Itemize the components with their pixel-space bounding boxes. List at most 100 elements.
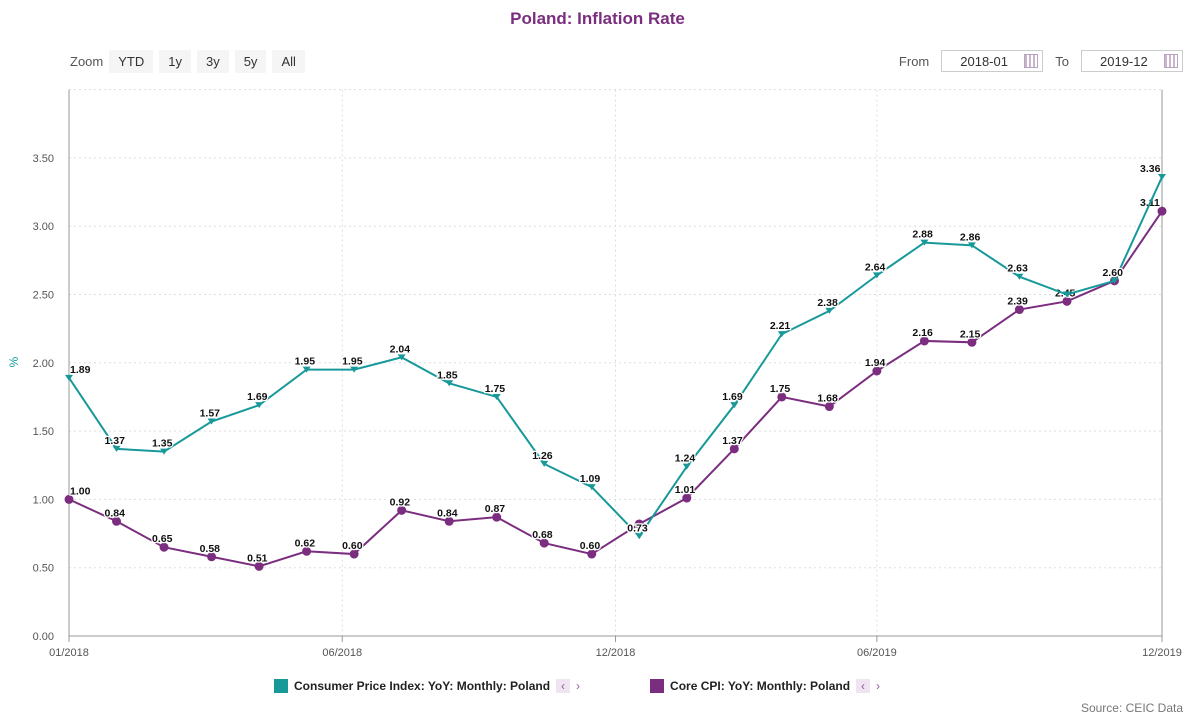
data-label: 1.37 xyxy=(105,435,126,447)
chevron-right-icon[interactable]: › xyxy=(576,679,581,693)
data-point-core xyxy=(587,549,597,559)
data-label: 0.65 xyxy=(152,533,173,545)
data-point-core xyxy=(634,519,644,529)
from-date-input[interactable]: 2018-01 xyxy=(941,50,1044,72)
data-label: 2.04 xyxy=(390,343,411,355)
legend: Consumer Price Index: YoY: Monthly: Pola… xyxy=(274,679,880,693)
to-label: To xyxy=(1055,53,1069,69)
source-note: Source: CEIC Data xyxy=(1080,701,1183,715)
data-point-cpi xyxy=(587,484,596,491)
data-point-cpi xyxy=(492,393,501,400)
data-point-cpi xyxy=(1110,277,1119,284)
data-point-core xyxy=(112,516,122,526)
data-label: 1.35 xyxy=(152,438,173,450)
zoom-label: Zoom xyxy=(70,54,104,69)
x-tick-label: 06/2019 xyxy=(857,647,897,659)
data-label: 0.84 xyxy=(105,507,126,519)
y-tick-label: 2.00 xyxy=(33,358,54,370)
data-point-core xyxy=(1157,206,1167,216)
zoom-3y-button[interactable]: 3y xyxy=(196,50,229,73)
data-point-cpi xyxy=(65,374,73,381)
legend-swatch-core xyxy=(650,679,665,693)
data-point-core xyxy=(302,546,312,556)
data-point-cpi xyxy=(540,460,549,467)
data-point-cpi xyxy=(730,402,739,409)
data-label: 0.58 xyxy=(200,543,221,555)
data-point-cpi xyxy=(1062,291,1071,298)
data-label: 0.84 xyxy=(437,507,458,519)
data-point-cpi xyxy=(920,239,929,246)
data-point-core xyxy=(349,549,359,559)
data-point-cpi xyxy=(825,307,834,314)
legend-item-core[interactable]: Core CPI: YoY: Monthly: Poland ‹ › xyxy=(650,679,880,693)
data-label: 1.68 xyxy=(817,393,838,405)
data-point-cpi xyxy=(967,242,976,249)
calendar-icon[interactable] xyxy=(1164,54,1178,68)
data-label: 0.60 xyxy=(580,540,601,552)
data-point-cpi xyxy=(397,354,406,361)
data-label: 0.60 xyxy=(342,540,363,552)
chevron-right-icon[interactable]: › xyxy=(876,679,881,693)
chevron-left-icon[interactable]: ‹ xyxy=(856,679,871,693)
date-range: From 2018-01 To 2019-12 xyxy=(899,50,1183,72)
data-label: 1.69 xyxy=(722,391,743,403)
data-point-core xyxy=(64,494,74,504)
data-label: 2.16 xyxy=(912,327,933,339)
data-point-core xyxy=(682,493,692,503)
data-label: 2.63 xyxy=(1007,263,1028,275)
to-date-value: 2019-12 xyxy=(1100,53,1148,69)
data-point-cpi xyxy=(682,463,691,470)
data-point-cpi xyxy=(160,448,169,455)
zoom-ytd-button[interactable]: YTD xyxy=(109,50,154,73)
zoom-controls: Zoom YTD 1y 3y 5y All xyxy=(70,50,305,73)
data-point-cpi xyxy=(445,380,454,387)
data-point-core xyxy=(1062,296,1072,306)
data-label: 2.88 xyxy=(912,229,933,241)
from-date-value: 2018-01 xyxy=(960,53,1008,69)
y-axis-label: % xyxy=(7,356,21,367)
chevron-left-icon[interactable]: ‹ xyxy=(556,679,571,693)
data-point-core xyxy=(207,552,217,562)
data-point-cpi xyxy=(872,272,881,279)
data-point-cpi xyxy=(635,533,644,540)
data-label: 2.60 xyxy=(1102,267,1123,279)
from-label: From xyxy=(898,53,930,69)
y-tick-label: 3.00 xyxy=(33,221,54,233)
to-date-input[interactable]: 2019-12 xyxy=(1081,50,1183,72)
data-point-cpi xyxy=(302,366,311,373)
data-point-core xyxy=(254,561,264,571)
data-label: 0.87 xyxy=(485,503,506,515)
data-label: 1.26 xyxy=(532,450,553,462)
data-point-core xyxy=(159,542,169,552)
calendar-icon[interactable] xyxy=(1024,54,1039,68)
legend-item-cpi[interactable]: Consumer Price Index: YoY: Monthly: Pola… xyxy=(274,679,580,693)
zoom-1y-button[interactable]: 1y xyxy=(159,50,191,73)
data-point-core xyxy=(872,366,882,376)
data-label: 2.64 xyxy=(865,261,886,273)
data-label: 1.57 xyxy=(200,408,221,420)
y-tick-label: 0.00 xyxy=(33,631,54,643)
series-line-0 xyxy=(68,176,1163,538)
data-point-core xyxy=(919,336,929,346)
data-label: 1.95 xyxy=(342,356,363,368)
data-label: 2.15 xyxy=(960,328,981,340)
data-label: 1.75 xyxy=(770,383,791,395)
data-label: 2.39 xyxy=(1007,296,1028,308)
x-tick-label: 12/2018 xyxy=(596,647,636,659)
zoom-5y-button[interactable]: 5y xyxy=(234,50,267,73)
series-line-1 xyxy=(68,210,1163,568)
data-point-core xyxy=(967,337,977,347)
data-label: 1.69 xyxy=(247,391,268,403)
data-point-core xyxy=(492,512,502,522)
data-point-cpi xyxy=(350,366,359,373)
data-label: 1.85 xyxy=(437,369,458,381)
data-label: 1.24 xyxy=(675,453,696,465)
data-label: 1.75 xyxy=(485,383,506,395)
data-label: 0.68 xyxy=(532,529,553,541)
y-tick-label: 3.50 xyxy=(33,153,54,165)
y-tick-label: 1.00 xyxy=(33,494,54,506)
y-tick-label: 1.50 xyxy=(33,426,54,438)
data-label: 1.09 xyxy=(580,473,601,485)
zoom-all-button[interactable]: All xyxy=(272,50,305,73)
